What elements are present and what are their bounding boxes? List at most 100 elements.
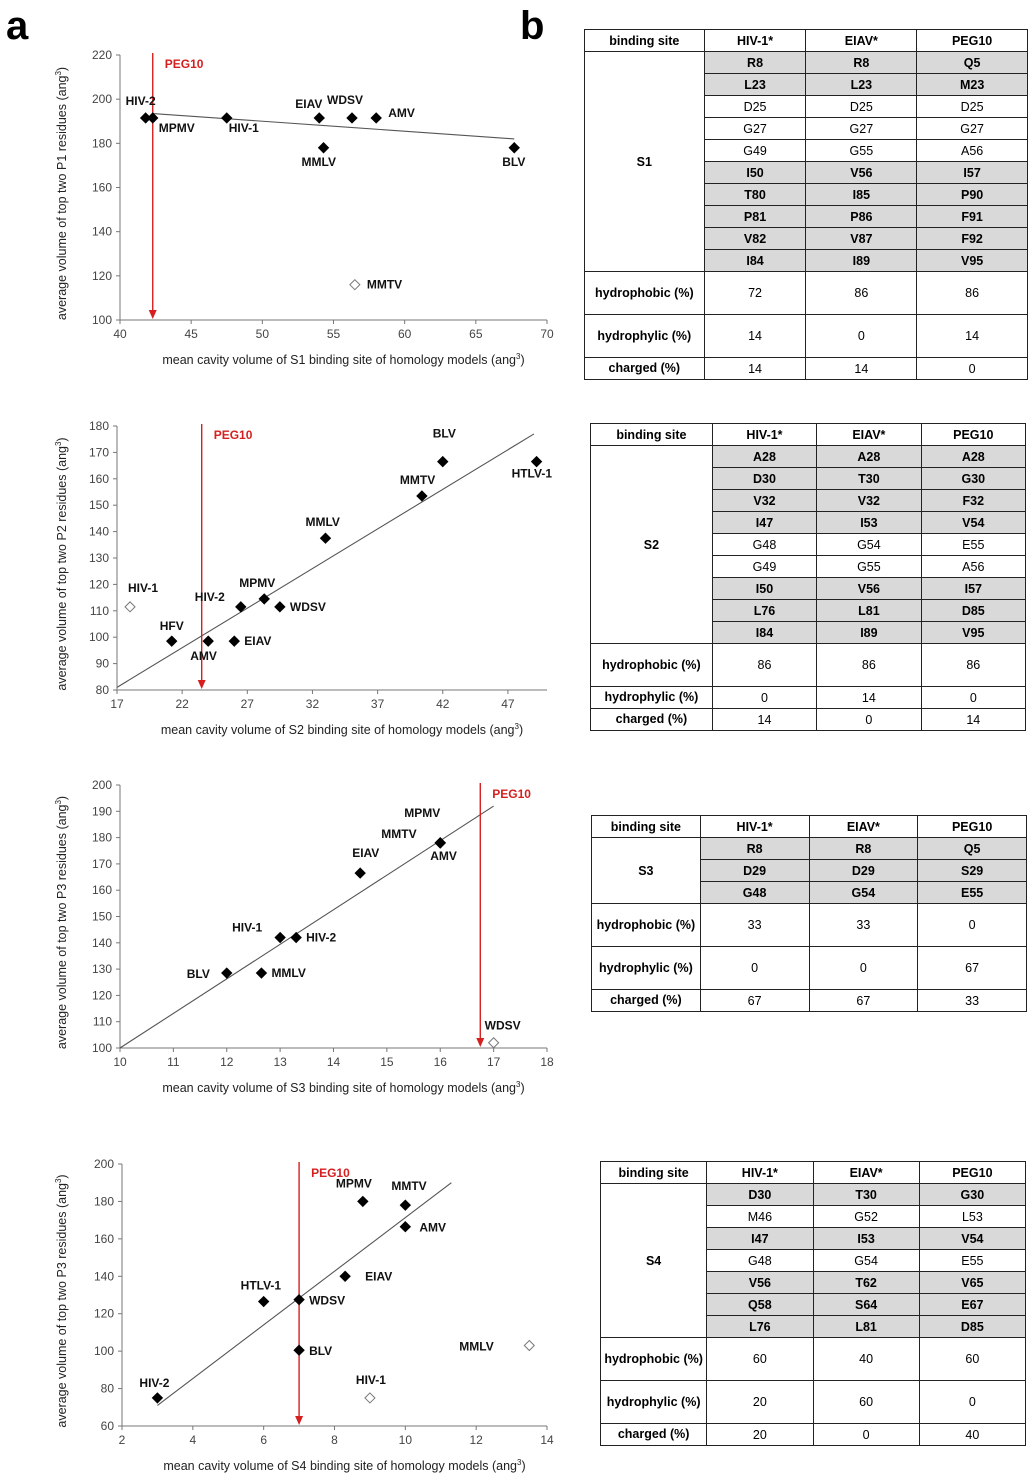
residue-cell: D30 [706, 1183, 814, 1206]
scatter-plot-s2: 80 90 100 110 120 130 140 150 160 170 180 17 22 27 32 3… [54, 419, 552, 737]
point-label: MPMV [404, 806, 440, 820]
x-tick-label: 22 [175, 697, 189, 711]
stat-value: 0 [812, 1423, 920, 1446]
table-header-cell: binding site [599, 1161, 708, 1184]
y-tick-label: 130 [89, 551, 109, 565]
residue-cell: D25 [805, 95, 918, 118]
stat-value: 72 [703, 271, 807, 315]
table-row: L76 L81 D85 [591, 599, 1027, 622]
residue-cell: F32 [920, 489, 1027, 512]
point-label: MMLV [459, 1340, 493, 1354]
stat-value: 86 [805, 271, 918, 315]
stat-value: 0 [920, 686, 1027, 709]
point-label: MMLV [302, 155, 336, 169]
y-tick-label: 180 [89, 419, 109, 433]
residue-cell: G54 [816, 533, 922, 556]
table-header-cell: HIV-1* [711, 423, 818, 446]
stat-row: charged (%) 14 14 0 [584, 357, 1028, 380]
table-header-cell: binding site [590, 423, 713, 446]
stat-label: hydrophobic (%) [591, 903, 701, 947]
point-label: EIAV [365, 1269, 392, 1283]
scatter-plot-s1: 100 120 140 160 180 200 220 40 45 50 55 60 65 70 mean … [54, 48, 554, 367]
point-label: MMTV [367, 278, 402, 292]
data-point-hiv-2 [235, 601, 247, 613]
data-point-hiv-1 [364, 1392, 376, 1404]
x-tick-label: 42 [436, 697, 450, 711]
residue-cell: G55 [816, 555, 922, 578]
residue-cell: G30 [920, 467, 1027, 490]
x-tick-label: 12 [220, 1055, 234, 1069]
point-label: EIAV [244, 634, 271, 648]
y-tick-label: 90 [96, 657, 110, 671]
residue-cell: M46 [706, 1205, 814, 1228]
stat-value: 0 [917, 903, 1027, 947]
residue-cell: D29 [808, 859, 919, 882]
point-label: HIV-2 [126, 94, 156, 108]
stat-label: charged (%) [590, 708, 713, 731]
stat-value: 86 [711, 643, 818, 687]
table-row: S4 D30 T30 G30 [599, 1183, 1027, 1338]
residue-cell: P81 [703, 205, 807, 228]
stat-value: 0 [699, 946, 810, 990]
data-point-mmlv [319, 532, 332, 544]
peg10-arrowhead [476, 1038, 485, 1047]
peg10-arrowhead [197, 680, 206, 689]
peg10-label: PEG10 [165, 57, 204, 71]
residue-cell: V87 [805, 227, 918, 250]
y-tick-label: 120 [92, 269, 112, 283]
data-point-hiv-2 [151, 1392, 164, 1404]
data-point-hiv-1 [274, 931, 286, 944]
stat-value: 14 [816, 686, 922, 709]
data-point-blv [293, 1344, 305, 1356]
table-header-row: binding site HIV-1* EIAV* PEG10 [590, 423, 1027, 446]
residue-cell: T62 [812, 1271, 920, 1294]
point-label: EIAV [295, 97, 322, 111]
stat-value: 86 [816, 643, 922, 687]
residue-cell: R8 [703, 51, 807, 74]
y-axis-label: average volume of top two P2 residues (a… [54, 437, 69, 690]
binding-site-table-s3: binding site HIV-1* EIAV* PEG10 S3 R8 R8 Q5 D29 D… [591, 815, 1027, 1012]
stat-value: 67 [808, 989, 919, 1012]
point-label: MMLV [271, 966, 305, 980]
point-label: MMLV [305, 515, 339, 529]
data-point-wdsv [293, 1293, 305, 1306]
data-point-blv [437, 455, 449, 468]
data-point-eiav [354, 867, 366, 879]
y-tick-label: 60 [101, 1419, 115, 1433]
residue-cell: L23 [703, 73, 807, 96]
point-label: HTLV-1 [241, 1279, 282, 1293]
y-axis-label: average volume of top two P3 residues (a… [54, 1174, 69, 1427]
table-row: T80 I85 P90 [585, 183, 1028, 206]
x-tick-label: 2 [119, 1433, 126, 1447]
residue-cell: M23 [916, 73, 1028, 96]
x-tick-label: 45 [184, 327, 198, 341]
x-tick-label: 40 [113, 327, 127, 341]
point-label: BLV [502, 155, 525, 169]
binding-site-label: S2 [590, 445, 713, 644]
residue-cell: I57 [920, 577, 1027, 600]
stat-label: hydrophylic (%) [591, 946, 701, 990]
binding-site-label: S4 [599, 1183, 708, 1338]
panel-letter-a: a [6, 4, 29, 48]
peg10-label: PEG10 [214, 428, 253, 442]
x-tick-label: 12 [469, 1433, 483, 1447]
residue-cell: V56 [805, 161, 918, 184]
table-row: V32 V32 F32 [591, 489, 1027, 512]
point-label: EIAV [352, 846, 379, 860]
stat-value: 0 [916, 357, 1028, 380]
y-tick-label: 100 [94, 1344, 114, 1358]
x-tick-label: 11 [167, 1055, 180, 1069]
residue-cell: G48 [706, 1249, 814, 1272]
point-label: WDSV [327, 93, 363, 107]
data-point-amv [370, 112, 382, 124]
stat-row: hydrophobic (%) 86 86 86 [590, 643, 1027, 687]
stat-row: charged (%) 67 67 33 [591, 989, 1027, 1012]
data-point-mpmv [147, 112, 159, 124]
residue-cell: V56 [816, 577, 922, 600]
y-axis-label: average volume of top two P3 residues (a… [54, 796, 69, 1049]
y-tick-label: 170 [89, 445, 109, 459]
scatter-plot-s4: 60 80 100 120 140 160 180 200 2 4 6 8 10 12 14 mean cav… [54, 1157, 554, 1473]
stat-row: charged (%) 20 0 40 [599, 1423, 1027, 1446]
residue-cell: E67 [918, 1293, 1027, 1316]
table-row: V82 V87 F92 [585, 227, 1028, 250]
